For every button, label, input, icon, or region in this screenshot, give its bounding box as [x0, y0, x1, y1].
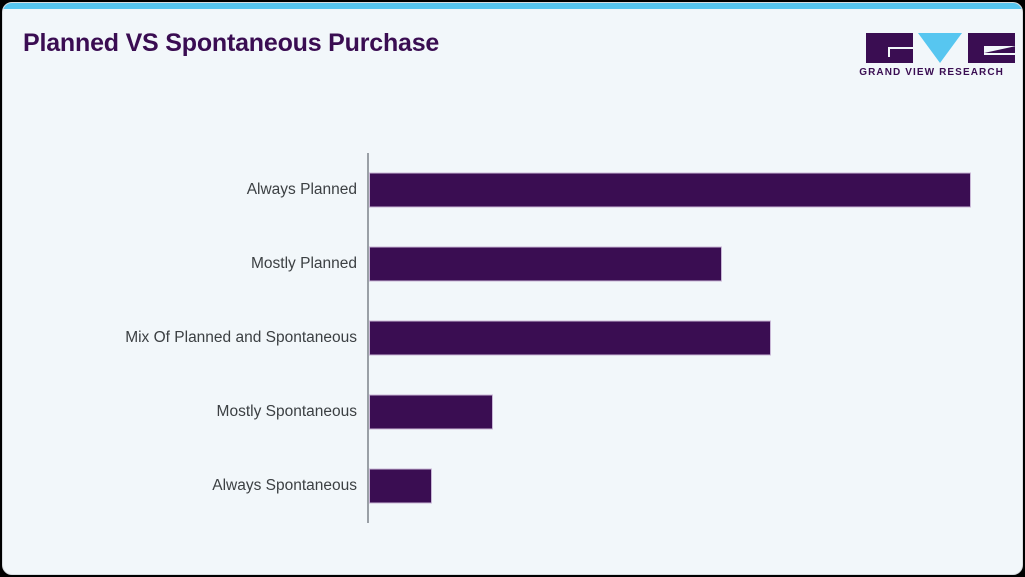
top-accent-bar	[3, 3, 1022, 9]
logo-marks	[856, 29, 1015, 63]
bar-fill	[369, 320, 772, 356]
bar-row: Always Spontaneous	[3, 449, 1022, 523]
bar-track	[369, 468, 989, 504]
bar-fill	[369, 246, 723, 282]
bar-row: Mix Of Planned and Spontaneous	[3, 301, 1022, 375]
bar-row: Always Planned	[3, 153, 1022, 227]
bar-track	[369, 320, 989, 356]
bar-row: Mostly Spontaneous	[3, 375, 1022, 449]
logo-wordmark: GRAND VIEW RESEARCH	[859, 67, 1004, 78]
logo-letter-v-icon	[918, 33, 962, 63]
bar-category-label: Mix Of Planned and Spontaneous	[125, 329, 357, 346]
bar-category-label: Mostly Planned	[251, 255, 357, 272]
bar-category-label: Mostly Spontaneous	[216, 403, 357, 420]
chart-axis-line	[367, 153, 369, 523]
bar-fill	[369, 394, 493, 430]
logo-letter-r-cut-bar-icon	[984, 53, 1015, 55]
bar-list: Always Planned Mostly Planned Mix Of Pla…	[3, 153, 1022, 523]
bar-track	[369, 394, 989, 430]
logo-letter-r-cut-icon	[984, 46, 1015, 53]
bar-track	[369, 172, 989, 208]
logo-letter-g-icon	[866, 33, 913, 63]
bar-row: Mostly Planned	[3, 227, 1022, 301]
bar-category-label: Always Planned	[246, 181, 357, 198]
page-title: Planned VS Spontaneous Purchase	[23, 29, 440, 57]
bar-chart: Always Planned Mostly Planned Mix Of Pla…	[3, 3, 1022, 574]
bar-fill	[369, 468, 432, 504]
bar-track	[369, 246, 989, 282]
logo-letter-r-icon	[968, 33, 1015, 63]
header: Planned VS Spontaneous Purchase GRAND VI…	[3, 9, 1022, 93]
bar-category-label: Always Spontaneous	[212, 477, 357, 494]
logo-letter-g-notch-icon	[888, 47, 913, 57]
bar-fill	[369, 172, 971, 208]
brand-logo: GRAND VIEW RESEARCH	[856, 29, 1015, 78]
